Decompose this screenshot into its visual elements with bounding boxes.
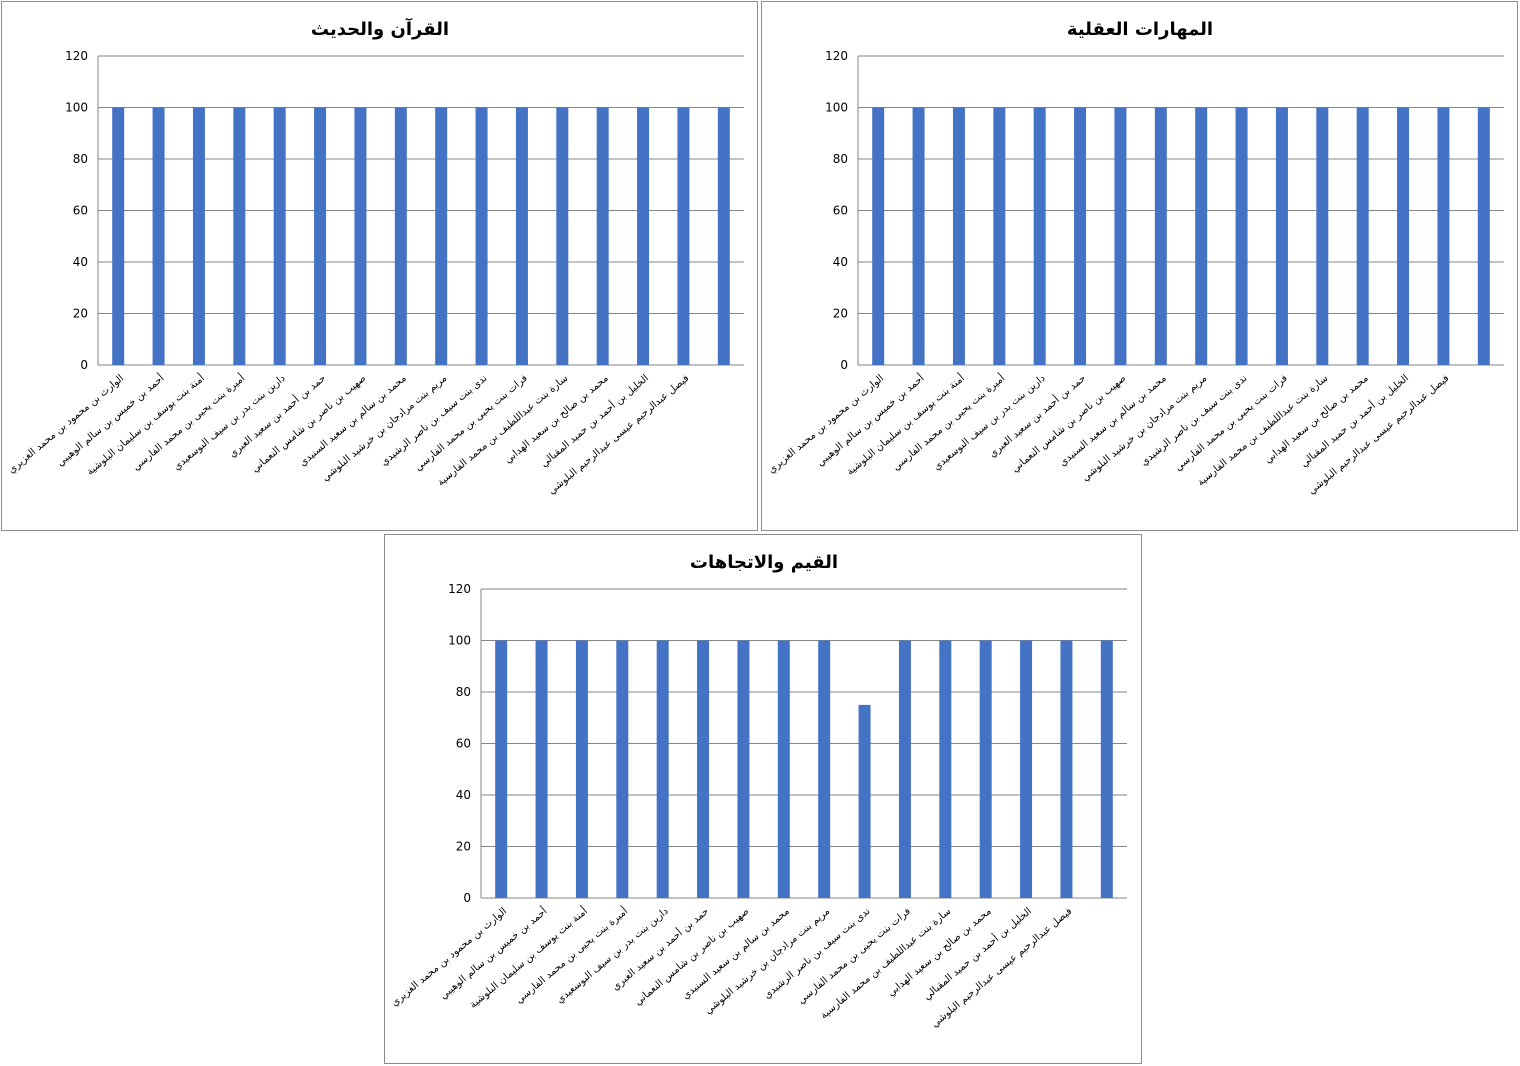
- bar: [1275, 107, 1288, 365]
- y-tick-label: 60: [456, 737, 471, 751]
- x-tick-label: فيصل عبدالرحيم عيسى عبدالرحيم البلوشي: [546, 373, 691, 497]
- bar: [979, 640, 992, 898]
- bar: [952, 107, 965, 365]
- bar: [394, 107, 407, 365]
- bar: [898, 640, 911, 898]
- y-tick-label: 20: [833, 307, 848, 321]
- y-tick-label: 40: [73, 255, 88, 269]
- bar: [596, 107, 609, 365]
- bar: [1397, 107, 1410, 365]
- bar: [1033, 107, 1046, 365]
- y-tick-label: 100: [448, 634, 471, 648]
- bar: [858, 704, 871, 898]
- bar: [1235, 107, 1248, 365]
- chart-panel-quran-hadith: القرآن والحديث 0 20 40 60 80 100 120 الوارث بن م…: [1, 1, 758, 531]
- bar: [273, 107, 286, 365]
- y-tick-label: 0: [463, 891, 471, 905]
- y-tick-label: 40: [833, 255, 848, 269]
- bar: [556, 107, 569, 365]
- y-tick-label: 0: [80, 358, 88, 372]
- bar: [697, 640, 710, 898]
- bar: [1477, 107, 1490, 365]
- chart-title: القرآن والحديث: [311, 17, 449, 40]
- bar: [737, 640, 750, 898]
- bar: [656, 640, 669, 898]
- bar: [1074, 107, 1087, 365]
- bar: [616, 640, 629, 898]
- bar: [1195, 107, 1208, 365]
- x-tick-label: فيصل عبدالرحيم عيسى عبدالرحيم البلوشي: [929, 906, 1074, 1030]
- bar: [112, 107, 125, 365]
- chart-title: المهارات العقلية: [1067, 19, 1213, 40]
- y-tick-label: 120: [448, 582, 471, 596]
- bar: [939, 640, 952, 898]
- bar: [1316, 107, 1329, 365]
- bar: [233, 107, 246, 365]
- y-tick-label: 40: [456, 788, 471, 802]
- chart-panel-mental-skills: المهارات العقلية 0 20 40 60 80 100 120 الوارث بن…: [761, 1, 1518, 531]
- y-tick-label: 60: [73, 204, 88, 218]
- bar: [535, 640, 548, 898]
- bar: [575, 640, 588, 898]
- bar: [818, 640, 831, 898]
- y-tick-label: 0: [840, 358, 848, 372]
- chart-title: القيم والاتجاهات: [690, 552, 838, 573]
- bar: [1356, 107, 1369, 365]
- bar: [677, 107, 690, 365]
- bar: [637, 107, 650, 365]
- bar: [495, 640, 508, 898]
- y-tick-label: 100: [825, 101, 848, 115]
- bar: [1437, 107, 1450, 365]
- y-tick-label: 20: [456, 840, 471, 854]
- bar: [872, 107, 885, 365]
- y-tick-label: 80: [456, 685, 471, 699]
- bar: [1114, 107, 1127, 365]
- y-tick-label: 20: [73, 307, 88, 321]
- y-tick-label: 80: [833, 152, 848, 166]
- x-tick-label: فيصل عبدالرحيم عيسى عبدالرحيم البلوشي: [1306, 373, 1451, 497]
- bar: [717, 107, 730, 365]
- bar: [1060, 640, 1073, 898]
- bar: [354, 107, 367, 365]
- bar: [1154, 107, 1167, 365]
- y-tick-label: 120: [825, 49, 848, 63]
- y-tick-label: 60: [833, 204, 848, 218]
- bar: [475, 107, 488, 365]
- y-tick-label: 100: [65, 101, 88, 115]
- bar: [777, 640, 790, 898]
- bar: [912, 107, 925, 365]
- bar: [314, 107, 327, 365]
- bar: [192, 107, 205, 365]
- y-tick-label: 120: [65, 49, 88, 63]
- bar: [993, 107, 1006, 365]
- bar: [152, 107, 165, 365]
- bar: [1100, 640, 1113, 898]
- chart-panel-values-attitudes: القيم والاتجاهات 0 20 40 60 80 100 120 الوارث بن…: [384, 534, 1142, 1064]
- bar: [1020, 640, 1033, 898]
- y-tick-label: 80: [73, 152, 88, 166]
- bar: [435, 107, 448, 365]
- bar: [515, 107, 528, 365]
